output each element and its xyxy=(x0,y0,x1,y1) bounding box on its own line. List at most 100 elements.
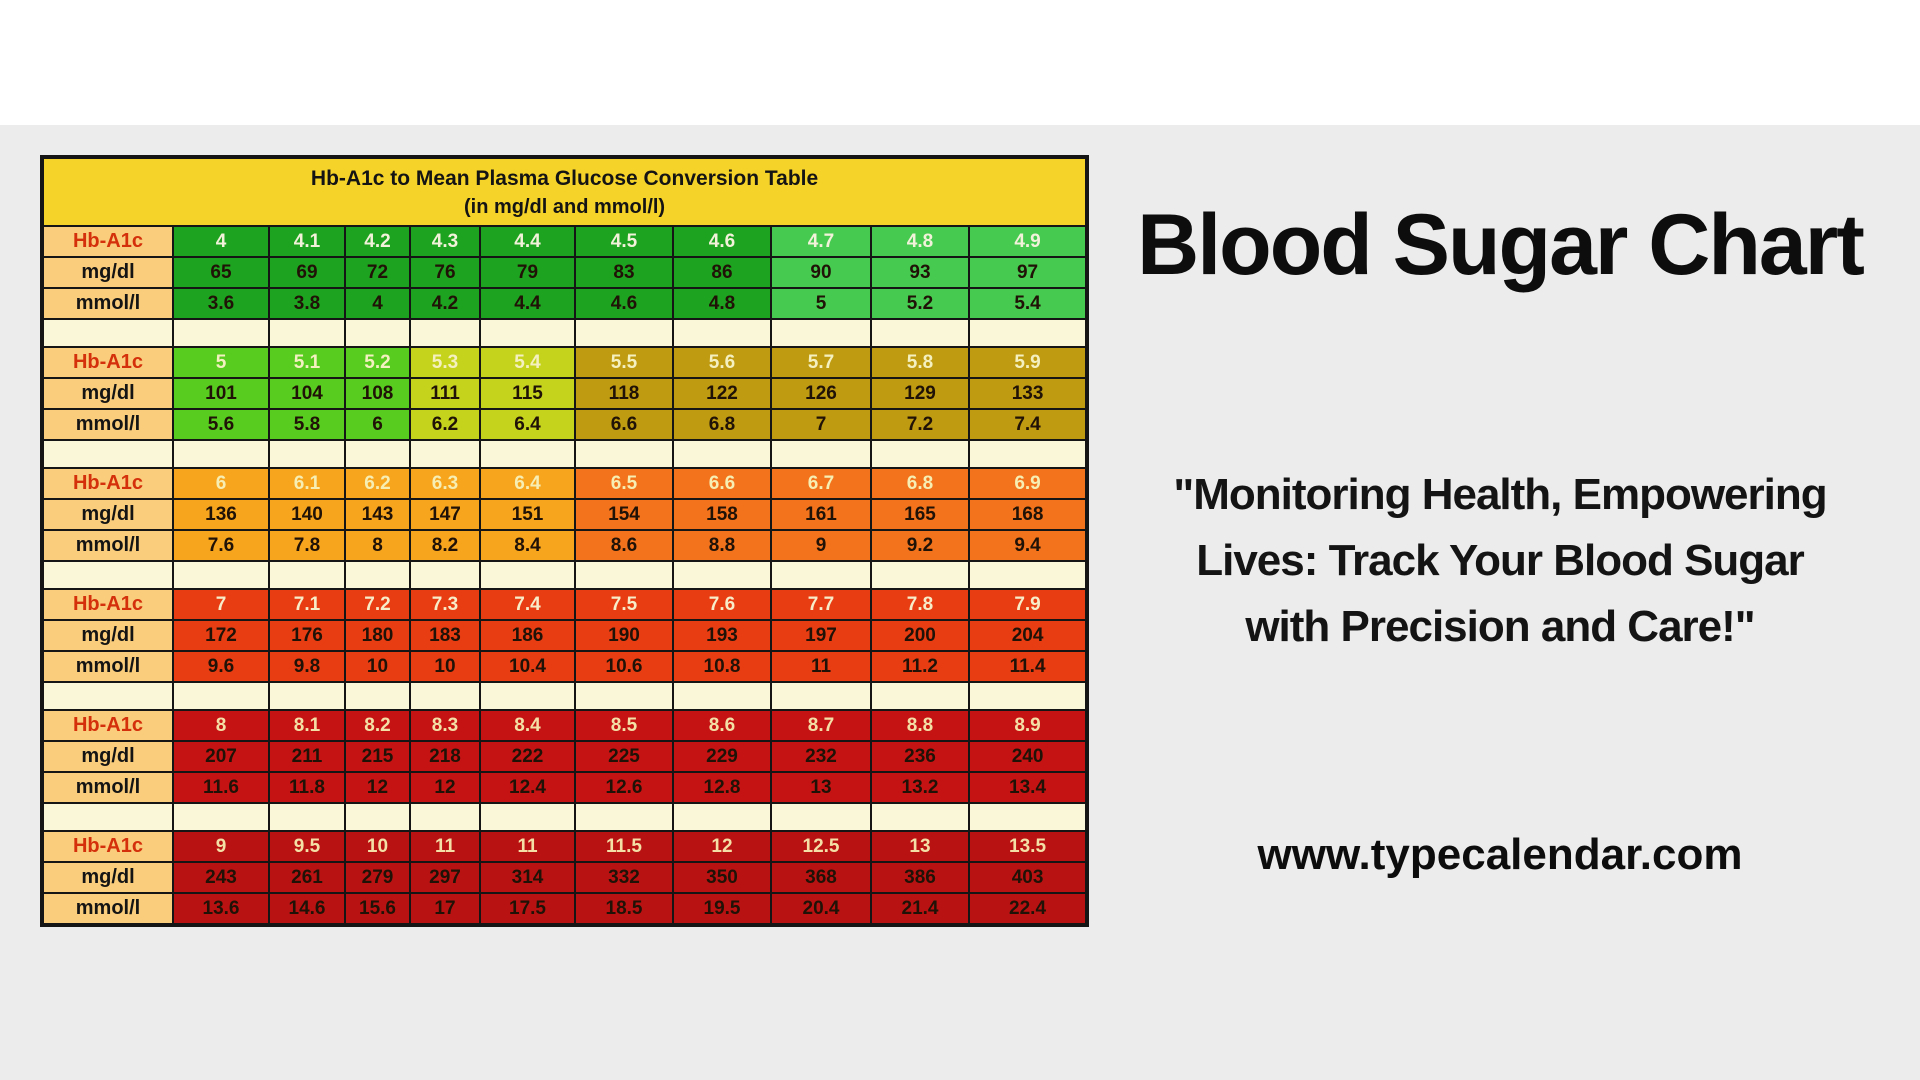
mgdl-cell: 261 xyxy=(268,861,346,894)
mgdl-cell: 172 xyxy=(172,619,270,652)
mgdl-cell: 350 xyxy=(672,861,772,894)
row-label-hba1c: Hb-A1c xyxy=(41,709,174,742)
mgdl-cell: 403 xyxy=(967,861,1089,894)
mmol-cell: 18.5 xyxy=(574,892,674,926)
mmol-cell: 13.4 xyxy=(967,771,1089,804)
spacer-cell xyxy=(870,439,970,469)
mmol-cell: 9 xyxy=(770,529,872,562)
row-label-mmol: mmol/l xyxy=(41,287,174,320)
mmol-cell: 9.6 xyxy=(172,650,270,683)
spacer-cell xyxy=(344,802,411,832)
mgdl-cell: 193 xyxy=(672,619,772,652)
row-label-mgdl: mg/dl xyxy=(41,619,174,652)
hba1c-cell: 8.5 xyxy=(574,709,674,742)
mmol-cell: 17 xyxy=(409,892,481,926)
spacer-cell xyxy=(41,802,174,832)
hba1c-cell: 8.3 xyxy=(409,709,481,742)
spacer-cell xyxy=(770,318,872,348)
mmol-cell: 8.4 xyxy=(479,529,576,562)
mgdl-cell: 111 xyxy=(409,377,481,410)
mmol-cell: 22.4 xyxy=(967,892,1089,926)
spacer-cell xyxy=(172,802,270,832)
hba1c-row: Hb-A1c 8 8.1 8.2 8.3 8.4 8.5 8.6 8.7 8.8 8.9 xyxy=(41,709,1089,742)
spacer-cell xyxy=(870,560,970,590)
mmol-cell: 7 xyxy=(770,408,872,441)
mmol-cell: 3.8 xyxy=(268,287,346,320)
hba1c-cell: 12.5 xyxy=(770,830,872,863)
mgdl-cell: 240 xyxy=(967,740,1089,773)
hba1c-cell: 11.5 xyxy=(574,830,674,863)
website-url: www.typecalendar.com xyxy=(1257,830,1743,879)
mmol-cell: 13 xyxy=(770,771,872,804)
hba1c-cell: 6.6 xyxy=(672,467,772,500)
spacer-cell xyxy=(967,802,1089,832)
mgdl-cell: 200 xyxy=(870,619,970,652)
mmol-cell: 8 xyxy=(344,529,411,562)
spacer-cell xyxy=(479,681,576,711)
spacer-row xyxy=(41,318,1089,348)
mmol-cell: 10 xyxy=(344,650,411,683)
mmol-row: mmol/l 11.6 11.8 12 12 12.4 12.6 12.8 13 13.2 13.4 xyxy=(41,771,1089,804)
row-label-mgdl: mg/dl xyxy=(41,740,174,773)
row-label-hba1c: Hb-A1c xyxy=(41,467,174,500)
hba1c-cell: 8 xyxy=(172,709,270,742)
hba1c-cell: 8.4 xyxy=(479,709,576,742)
row-label-hba1c: Hb-A1c xyxy=(41,588,174,621)
mmol-cell: 4.4 xyxy=(479,287,576,320)
mgdl-cell: 83 xyxy=(574,256,674,289)
row-label-mmol: mmol/l xyxy=(41,408,174,441)
hba1c-cell: 6.1 xyxy=(268,467,346,500)
table-title-cell: Hb-A1c to Mean Plasma Glucose Conversion… xyxy=(40,156,1089,227)
spacer-cell xyxy=(479,439,576,469)
hba1c-cell: 5.4 xyxy=(479,346,576,379)
spacer-cell xyxy=(41,318,174,348)
mgdl-cell: 65 xyxy=(172,256,270,289)
mgdl-cell: 225 xyxy=(574,740,674,773)
mmol-cell: 7.4 xyxy=(967,408,1089,441)
hba1c-row: Hb-A1c 9 9.5 10 11 11 11.5 12 12.5 13 13.5 xyxy=(41,830,1089,863)
mmol-row: mmol/l 5.6 5.8 6 6.2 6.4 6.6 6.8 7 7.2 7.4 xyxy=(41,408,1089,441)
spacer-cell xyxy=(409,439,481,469)
hba1c-row: Hb-A1c 5 5.1 5.2 5.3 5.4 5.5 5.6 5.7 5.8 5.9 xyxy=(41,346,1089,379)
hba1c-cell: 7.1 xyxy=(268,588,346,621)
mgdl-cell: 129 xyxy=(870,377,970,410)
spacer-cell xyxy=(967,560,1089,590)
mmol-cell: 5.6 xyxy=(172,408,270,441)
mmol-cell: 11.8 xyxy=(268,771,346,804)
mgdl-cell: 368 xyxy=(770,861,872,894)
hba1c-cell: 8.9 xyxy=(967,709,1089,742)
spacer-cell xyxy=(344,560,411,590)
table-title-line2: (in mg/dl and mmol/l) xyxy=(463,196,666,218)
hba1c-cell: 11 xyxy=(409,830,481,863)
mmol-cell: 4.8 xyxy=(672,287,772,320)
mgdl-cell: 104 xyxy=(268,377,346,410)
spacer-cell xyxy=(672,681,772,711)
spacer-cell xyxy=(672,560,772,590)
mgdl-cell: 218 xyxy=(409,740,481,773)
mmol-cell: 4 xyxy=(344,287,411,320)
mgdl-cell: 147 xyxy=(409,498,481,531)
mmol-cell: 6.2 xyxy=(409,408,481,441)
hba1c-cell: 4.1 xyxy=(268,225,346,258)
row-label-mgdl: mg/dl xyxy=(41,498,174,531)
mgdl-cell: 101 xyxy=(172,377,270,410)
mmol-cell: 12 xyxy=(409,771,481,804)
mgdl-cell: 76 xyxy=(409,256,481,289)
hba1c-cell: 9.5 xyxy=(268,830,346,863)
hba1c-cell: 6.3 xyxy=(409,467,481,500)
spacer-cell xyxy=(409,802,481,832)
mgdl-cell: 243 xyxy=(172,861,270,894)
spacer-cell xyxy=(770,681,872,711)
spacer-cell xyxy=(344,318,411,348)
mgdl-cell: 69 xyxy=(268,256,346,289)
hba1c-cell: 5.3 xyxy=(409,346,481,379)
hba1c-cell: 7.7 xyxy=(770,588,872,621)
row-label-mmol: mmol/l xyxy=(41,892,174,926)
quote-line-3: with Precision and Care!" xyxy=(1245,602,1755,651)
mmol-cell: 6.8 xyxy=(672,408,772,441)
spacer-cell xyxy=(770,439,872,469)
mgdl-cell: 232 xyxy=(770,740,872,773)
quote-block: "Monitoring Health, Empowering Lives: Tr… xyxy=(1110,462,1890,660)
spacer-cell xyxy=(574,318,674,348)
mgdl-row: mg/dl 207 211 215 218 222 225 229 232 236 240 xyxy=(41,740,1089,773)
